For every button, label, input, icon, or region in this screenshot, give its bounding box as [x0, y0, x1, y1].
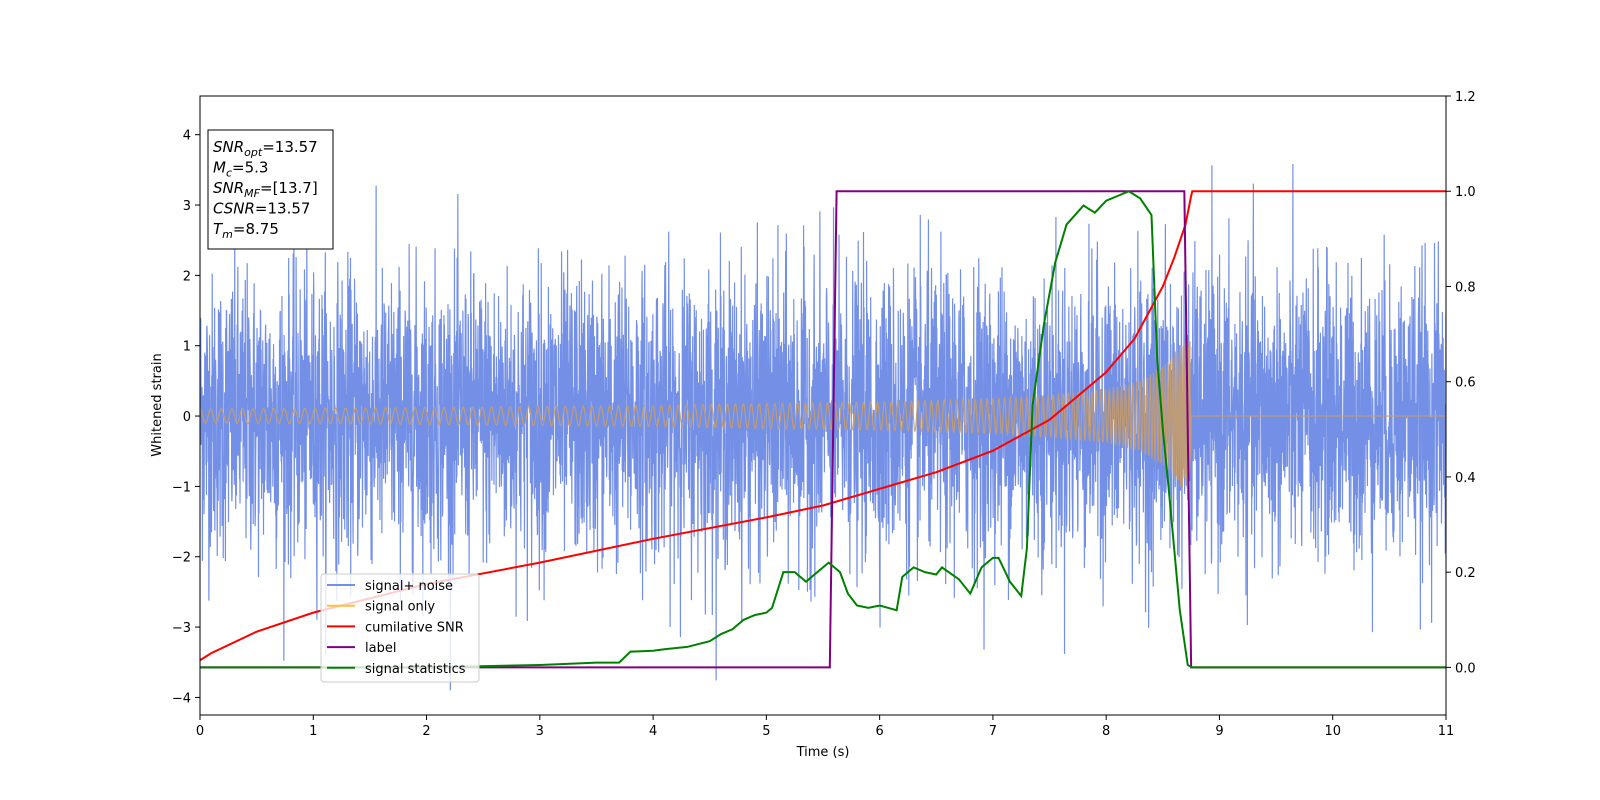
series-line-signal-only [200, 340, 1446, 489]
annotation-value: =13.57 [262, 138, 318, 156]
x-tick-label: 1 [309, 724, 317, 739]
annotation-symbol: CSNR [213, 200, 255, 218]
annotation-value: =[13.7] [260, 179, 318, 197]
y2-tick-label: 1.2 [1455, 90, 1476, 105]
y-tick-label: 1 [183, 340, 191, 355]
x-tick-label: 4 [649, 724, 657, 739]
y-tick-label: 4 [183, 129, 191, 144]
x-tick-label: 11 [1438, 724, 1455, 739]
stats-annotation-box: SNRopt=13.57Mc=5.3SNRMF=[13.7]CSNR=13.57… [207, 129, 334, 250]
y2-tick-label: 0.6 [1455, 376, 1476, 391]
series-line-signal-statistics [200, 190, 1446, 669]
annotation-subscript: c [226, 167, 232, 180]
annotation-value: =8.75 [233, 220, 279, 238]
x-tick-label: 7 [989, 724, 997, 739]
plot-frame [199, 95, 1447, 716]
x-axis-label: Time (s) [796, 745, 850, 760]
x-tick-label: 6 [875, 724, 883, 739]
annotation-symbol: SNR [213, 179, 244, 197]
y2-tick-label: 1.0 [1455, 185, 1476, 200]
y-tick-label: 3 [183, 199, 191, 214]
y-tick-label: −3 [172, 621, 191, 636]
legend-label: cumilative SNR [365, 620, 464, 635]
y-tick-label: 0 [183, 410, 191, 425]
annotation-line: CSNR=13.57 [213, 200, 310, 218]
x-tick-label: 9 [1215, 724, 1223, 739]
y-tick-label: −2 [172, 551, 191, 566]
x-tick-label: 8 [1102, 724, 1110, 739]
y2-tick-label: 0.0 [1455, 661, 1476, 676]
legend: signal+ noise signal only cumilative SNR la… [320, 573, 480, 683]
x-tick-label: 2 [422, 724, 430, 739]
y-tick-label: 2 [183, 269, 191, 284]
y-tick-label: −1 [172, 480, 191, 495]
annotation-line: Mc=5.3 [213, 159, 268, 180]
y-tick-label: −4 [172, 691, 191, 706]
annotation-symbol: T [213, 220, 224, 238]
annotation-line: Tm=8.75 [213, 220, 279, 241]
y2-tick-label: 0.8 [1455, 280, 1476, 295]
series-line-signal-noise [200, 163, 1446, 691]
annotation-line: SNRopt=13.57 [213, 138, 318, 159]
annotation-frame [207, 129, 334, 250]
annotation-symbol: M [213, 159, 226, 177]
legend-label: signal statistics [365, 662, 466, 677]
annotation-line: SNRMF=[13.7] [213, 179, 318, 200]
x-tick-label: 10 [1324, 724, 1341, 739]
annotation-value: =13.57 [255, 200, 311, 218]
x-tick-label: 3 [536, 724, 544, 739]
x-tick-label: 5 [762, 724, 770, 739]
annotation-subscript: MF [244, 187, 260, 200]
annotation-subscript: m [222, 228, 233, 241]
annotation-subscript: opt [244, 146, 263, 159]
legend-label: signal+ noise [365, 579, 453, 594]
axes: 0 1 2 3 4 5 6 7 8 9 10 11 −4 −3 −2 −1 0 1 2 3 4 0.0 0.2 0.4 0.6 0… [172, 90, 1476, 739]
legend-label: label [365, 641, 396, 656]
x-tick-label: 0 [196, 724, 204, 739]
y2-tick-label: 0.2 [1455, 566, 1476, 581]
y2-tick-label: 0.4 [1455, 471, 1476, 486]
y-axis-label: Whitened strain [150, 353, 165, 456]
legend-label: signal only [365, 600, 435, 615]
annotation-value: =5.3 [232, 159, 268, 177]
legend-frame [320, 573, 480, 683]
annotation-symbol: SNR [213, 138, 244, 156]
